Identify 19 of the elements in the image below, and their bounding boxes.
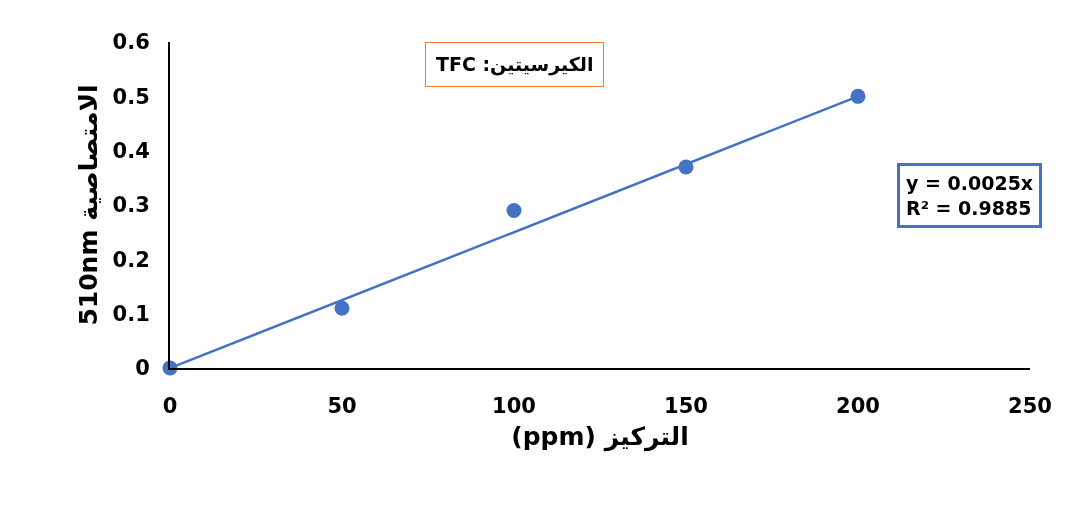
point <box>334 300 350 316</box>
x-tick-label: 100 <box>492 394 536 419</box>
y-tick-label: 0.2 <box>112 247 150 272</box>
x-tick-label: 50 <box>327 394 357 419</box>
x-tick-label: 0 <box>162 394 178 419</box>
y-tick-label: 0.5 <box>112 84 150 109</box>
y-axis-title: 510nm الامتصاصية <box>73 84 103 326</box>
x-axis-title: (ppm) التركيز <box>511 421 689 452</box>
x-tick-label: 250 <box>1008 394 1052 419</box>
text: TFC :الكيرسيتين <box>436 53 594 76</box>
annotation: y = 0.0025x R² = 0.9885 <box>906 172 1034 219</box>
y-tick-label: 0.1 <box>112 302 150 327</box>
y-tick-label: 0 <box>135 356 150 381</box>
y-tick-label: 0.3 <box>112 193 150 218</box>
y-tick-label: 0.6 <box>112 30 150 55</box>
y-tick-label: 0.4 <box>112 139 150 164</box>
x-tick-label: 200 <box>836 394 880 419</box>
point <box>506 202 522 218</box>
x-tick-label: 150 <box>664 394 708 419</box>
